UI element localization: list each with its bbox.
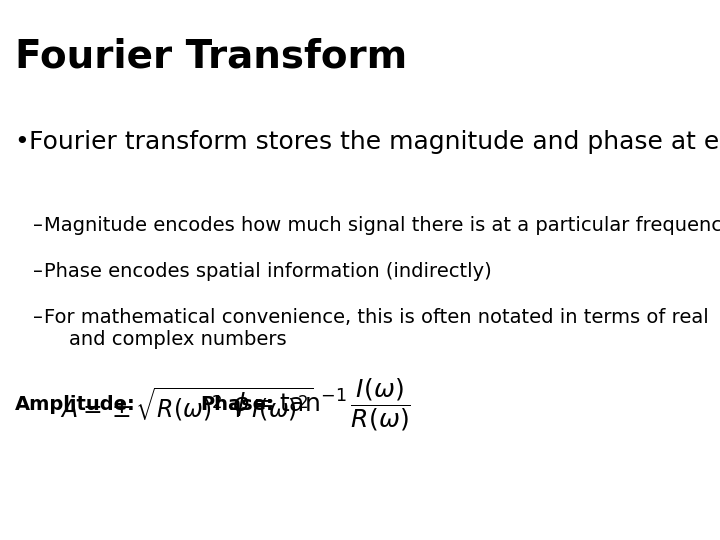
Text: –: – (33, 216, 42, 235)
Text: Phase:: Phase: (201, 395, 274, 415)
Text: Fourier transform stores the magnitude and phase at each frequency: Fourier transform stores the magnitude a… (30, 130, 720, 153)
Text: Amplitude:: Amplitude: (14, 395, 135, 415)
Text: $\phi = \tan^{-1}\dfrac{I(\omega)}{R(\omega)}$: $\phi = \tan^{-1}\dfrac{I(\omega)}{R(\om… (232, 376, 410, 434)
Text: Magnitude encodes how much signal there is at a particular frequency: Magnitude encodes how much signal there … (44, 216, 720, 235)
Text: Phase encodes spatial information (indirectly): Phase encodes spatial information (indir… (44, 262, 492, 281)
Text: $A = \pm\sqrt{R(\omega)^2 + I(\omega)^2}$: $A = \pm\sqrt{R(\omega)^2 + I(\omega)^2}… (60, 386, 314, 424)
Text: •: • (14, 130, 30, 153)
Text: For mathematical convenience, this is often notated in terms of real
    and com: For mathematical convenience, this is of… (44, 308, 708, 349)
Text: –: – (33, 262, 42, 281)
Text: –: – (33, 308, 42, 327)
Text: Fourier Transform: Fourier Transform (14, 38, 407, 76)
